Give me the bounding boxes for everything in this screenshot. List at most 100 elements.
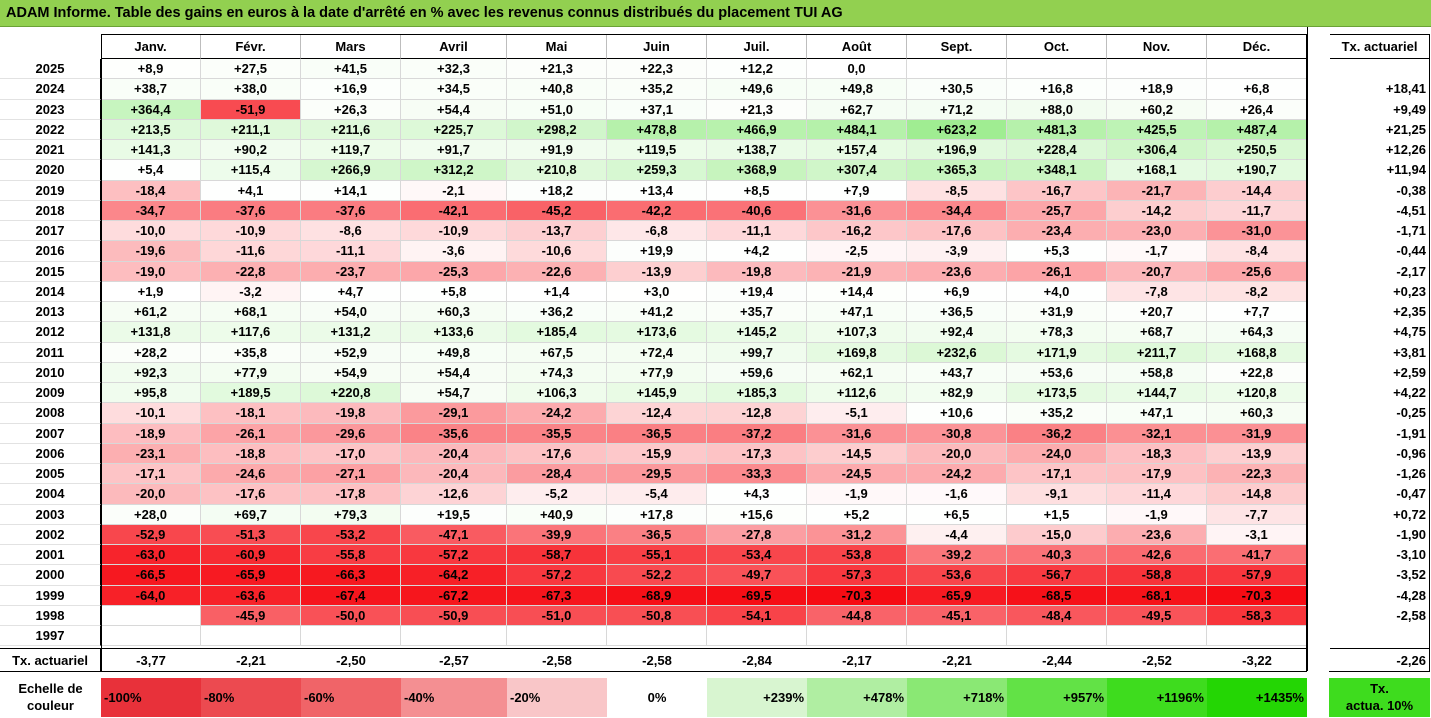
table-cell: +74,3: [507, 362, 607, 383]
table-cell: +306,4: [1107, 140, 1207, 161]
table-cell: -23,1: [101, 443, 201, 464]
table-cell: +190,7: [1207, 160, 1307, 181]
table-cell: -26,1: [201, 423, 301, 444]
table-cell: -5,1: [807, 403, 907, 424]
table-cell: +78,3: [1007, 322, 1107, 343]
month-header: Mai: [507, 34, 607, 59]
table-cell: [301, 626, 401, 647]
table-cell: -37,2: [707, 423, 807, 444]
table-cell: +368,9: [707, 160, 807, 181]
table-cell: +40,8: [507, 79, 607, 100]
table-cell: -37,6: [301, 200, 401, 221]
rate-cell: -2,58: [1329, 605, 1430, 626]
year-label: 2011: [0, 342, 101, 363]
table-cell: -2,1: [401, 180, 507, 201]
table-cell: +259,3: [607, 160, 707, 181]
table-cell: +27,5: [201, 59, 301, 80]
year-label: 1999: [0, 585, 101, 606]
table-cell: -58,3: [1207, 605, 1307, 626]
rate-cell: +0,23: [1329, 281, 1430, 302]
table-cell: +220,8: [301, 383, 401, 404]
year-label: 2000: [0, 565, 101, 586]
rate-cell: +12,26: [1329, 140, 1430, 161]
rate-cell: -4,28: [1329, 585, 1430, 606]
footer-cell: -3,22: [1207, 648, 1307, 673]
table-cell: -55,1: [607, 545, 707, 566]
table-cell: +12,2: [707, 59, 807, 80]
table-cell: -10,9: [401, 221, 507, 242]
table-cell: +92,3: [101, 362, 201, 383]
table-cell: -29,6: [301, 423, 401, 444]
table-cell: -35,6: [401, 423, 507, 444]
rate-cell: -0,44: [1329, 241, 1430, 262]
table-cell: [101, 605, 201, 626]
footer-label: Tx. actuariel: [0, 648, 101, 673]
table-cell: +59,6: [707, 362, 807, 383]
table-cell: -64,2: [401, 565, 507, 586]
table-cell: -12,6: [401, 484, 507, 505]
table-cell: +38,7: [101, 79, 201, 100]
table-cell: -10,0: [101, 221, 201, 242]
footer-cell: -2,44: [1007, 648, 1107, 673]
table-cell: +1,4: [507, 281, 607, 302]
table-cell: +112,6: [807, 383, 907, 404]
rate-cell: +2,59: [1329, 362, 1430, 383]
table-cell: +95,8: [101, 383, 201, 404]
table-cell: -4,4: [907, 524, 1007, 545]
table-cell: +34,5: [401, 79, 507, 100]
table-cell: +20,7: [1107, 302, 1207, 323]
table-cell: -26,1: [1007, 261, 1107, 282]
table-cell: -30,8: [907, 423, 1007, 444]
table-cell: +60,2: [1107, 99, 1207, 120]
year-label: 2018: [0, 200, 101, 221]
table-cell: -9,1: [1007, 484, 1107, 505]
table-cell: -27,1: [301, 464, 401, 485]
table-cell: +71,2: [907, 99, 1007, 120]
table-cell: -19,0: [101, 261, 201, 282]
table-cell: +119,7: [301, 140, 401, 161]
table-cell: -49,5: [1107, 605, 1207, 626]
table-cell: -1,9: [807, 484, 907, 505]
table-cell: [607, 626, 707, 647]
table-cell: +43,7: [907, 362, 1007, 383]
table-cell: -3,9: [907, 241, 1007, 262]
table-cell: -65,9: [201, 565, 301, 586]
month-header: Sept.: [907, 34, 1007, 59]
table-cell: -14,8: [1207, 484, 1307, 505]
month-header: Janv.: [101, 34, 201, 59]
table-cell: -47,1: [401, 524, 507, 545]
table-cell: +5,2: [807, 504, 907, 525]
year-label: 2003: [0, 504, 101, 525]
table-cell: -23,0: [1107, 221, 1207, 242]
rate-cell: -1,26: [1329, 464, 1430, 485]
month-header: Déc.: [1207, 34, 1307, 59]
month-header: Août: [807, 34, 907, 59]
table-cell: +99,7: [707, 342, 807, 363]
table-cell: +173,5: [1007, 383, 1107, 404]
rate-cell: -0,38: [1329, 180, 1430, 201]
table-cell: +298,2: [507, 119, 607, 140]
table-cell: +312,2: [401, 160, 507, 181]
table-cell: -40,3: [1007, 545, 1107, 566]
table-cell: +21,3: [707, 99, 807, 120]
table-cell: +144,7: [1107, 383, 1207, 404]
table-cell: +77,9: [201, 362, 301, 383]
table-cell: -20,4: [401, 443, 507, 464]
table-cell: -31,6: [807, 200, 907, 221]
year-label: 2025: [0, 59, 101, 80]
table-cell: -13,9: [607, 261, 707, 282]
year-label: 2013: [0, 302, 101, 323]
rate-cell: +3,81: [1329, 342, 1430, 363]
table-cell: +168,1: [1107, 160, 1207, 181]
table-cell: -5,4: [607, 484, 707, 505]
table-cell: +15,6: [707, 504, 807, 525]
table-cell: +32,3: [401, 59, 507, 80]
month-header: Févr.: [201, 34, 301, 59]
scale-swatch: +239%: [707, 678, 807, 717]
table-cell: -58,8: [1107, 565, 1207, 586]
table-cell: -36,5: [607, 423, 707, 444]
table-cell: -54,1: [707, 605, 807, 626]
table-cell: [1007, 626, 1107, 647]
table-cell: -28,4: [507, 464, 607, 485]
table-cell: +5,4: [101, 160, 201, 181]
